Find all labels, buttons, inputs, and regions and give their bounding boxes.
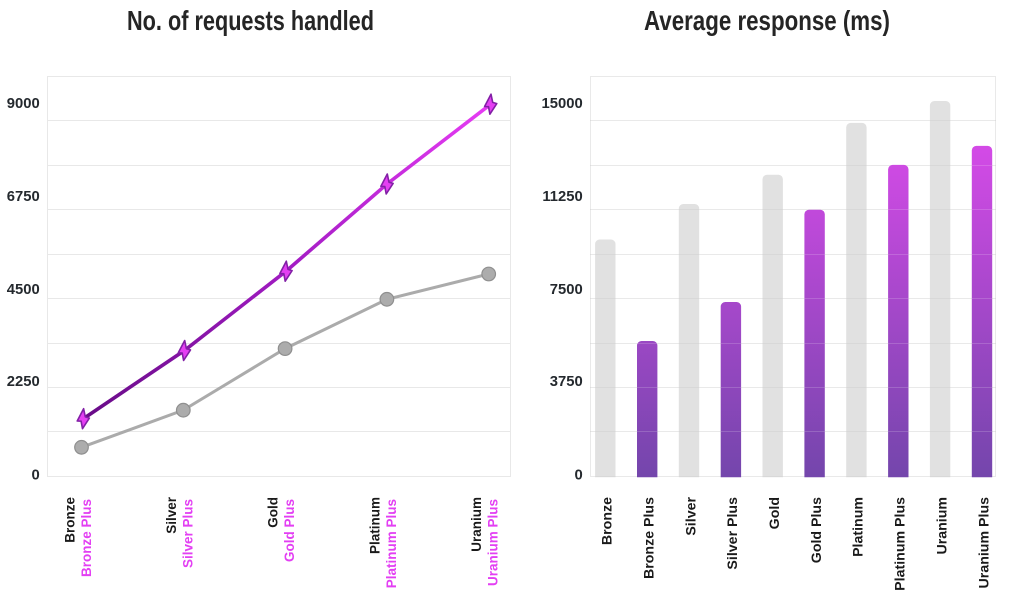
svg-text:Platinum Plus: Platinum Plus xyxy=(384,499,399,588)
svg-text:Uranium: Uranium xyxy=(934,497,950,555)
svg-text:0: 0 xyxy=(574,468,582,484)
svg-text:9000: 9000 xyxy=(7,96,40,112)
svg-text:Platinum Plus: Platinum Plus xyxy=(893,497,909,591)
svg-text:Bronze Plus: Bronze Plus xyxy=(642,497,658,579)
svg-text:Bronze: Bronze xyxy=(62,497,77,543)
svg-text:2250: 2250 xyxy=(7,374,40,390)
svg-text:Uranium: Uranium xyxy=(469,497,484,552)
svg-text:Silver: Silver xyxy=(683,497,699,536)
svg-text:Gold Plus: Gold Plus xyxy=(282,499,297,562)
svg-text:Silver Plus: Silver Plus xyxy=(725,497,741,570)
svg-text:6750: 6750 xyxy=(7,189,40,205)
svg-text:Silver Plus: Silver Plus xyxy=(181,499,196,568)
svg-text:Silver: Silver xyxy=(164,496,179,534)
svg-text:15000: 15000 xyxy=(542,96,583,112)
svg-text:No. of requests handled: No. of requests handled xyxy=(127,5,374,36)
svg-text:0: 0 xyxy=(31,468,39,484)
svg-text:4500: 4500 xyxy=(7,282,40,298)
svg-text:Uranium Plus: Uranium Plus xyxy=(976,497,992,589)
svg-text:Gold Plus: Gold Plus xyxy=(809,497,825,563)
svg-text:Bronze Plus: Bronze Plus xyxy=(79,499,94,577)
svg-text:Platinum: Platinum xyxy=(851,497,867,557)
svg-text:Uranium Plus: Uranium Plus xyxy=(486,499,501,586)
svg-text:7500: 7500 xyxy=(550,282,583,298)
svg-text:Average response (ms): Average response (ms) xyxy=(644,5,890,36)
svg-text:Bronze: Bronze xyxy=(600,497,616,545)
svg-text:Gold: Gold xyxy=(266,497,281,528)
svg-text:3750: 3750 xyxy=(550,374,583,390)
svg-text:11250: 11250 xyxy=(542,189,582,205)
svg-text:Gold: Gold xyxy=(767,497,783,529)
svg-text:Platinum: Platinum xyxy=(367,497,382,554)
